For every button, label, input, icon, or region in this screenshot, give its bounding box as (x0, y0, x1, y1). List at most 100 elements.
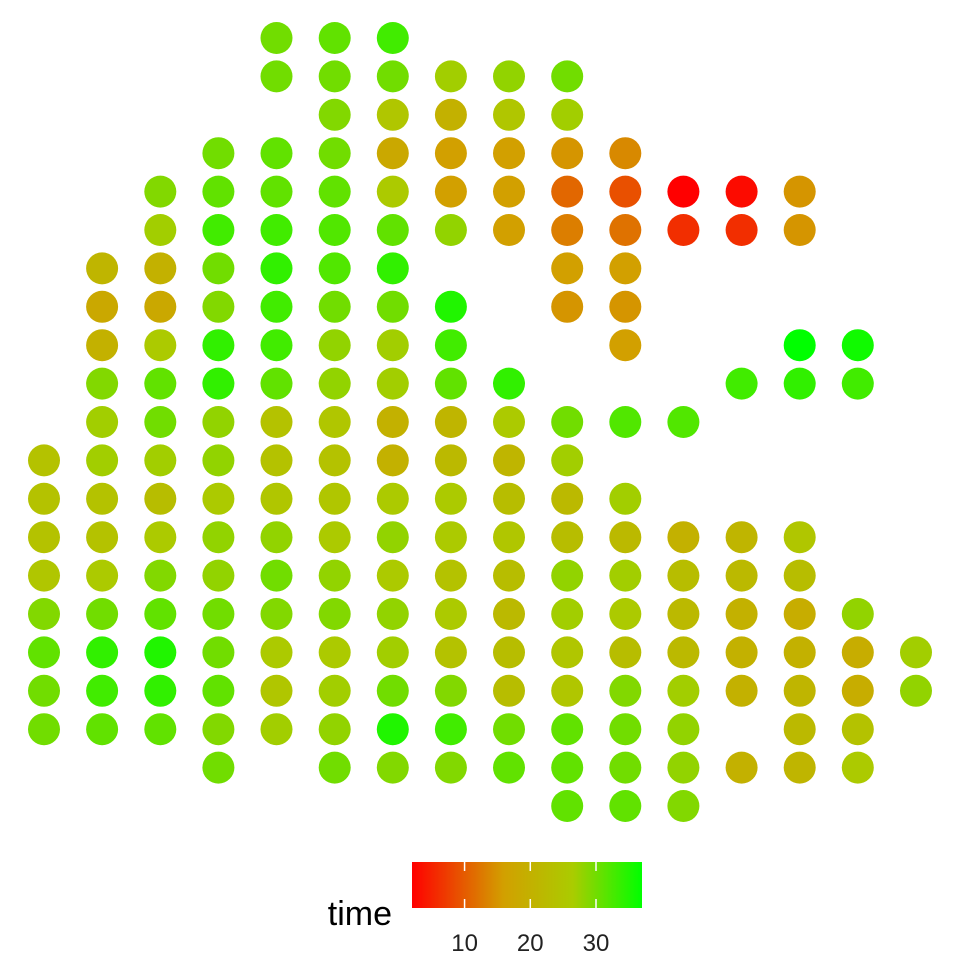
data-point (260, 636, 293, 669)
data-point (493, 98, 525, 131)
data-point (609, 751, 642, 784)
data-point (493, 367, 525, 400)
data-point (144, 290, 177, 323)
legend-tick-label: 10 (451, 930, 478, 957)
data-point (841, 329, 874, 362)
data-point (86, 713, 119, 746)
data-point (667, 598, 700, 630)
data-point (318, 175, 351, 208)
data-point (318, 751, 351, 784)
data-point (493, 636, 525, 669)
data-point (86, 444, 119, 477)
data-point (202, 175, 235, 208)
data-point (551, 559, 584, 592)
data-point (202, 751, 235, 784)
data-point (551, 444, 584, 477)
data-point (609, 406, 642, 438)
data-point (202, 713, 235, 746)
data-point (376, 175, 409, 208)
data-point (86, 252, 119, 285)
data-point (260, 137, 293, 170)
data-point (86, 482, 119, 515)
data-point (725, 751, 758, 784)
data-point (202, 444, 235, 477)
data-point (609, 521, 642, 554)
data-point (434, 713, 467, 746)
data-point (493, 559, 525, 592)
data-point (493, 60, 525, 93)
data-point (376, 598, 409, 630)
data-point (609, 175, 642, 208)
data-point (725, 598, 758, 630)
data-point (551, 290, 584, 323)
data-point (667, 636, 700, 669)
data-point (202, 367, 235, 400)
data-point (144, 482, 177, 515)
data-point (434, 329, 467, 362)
data-point (86, 674, 119, 707)
data-point (493, 482, 525, 515)
data-point (260, 559, 293, 592)
data-point (202, 674, 235, 707)
data-point (551, 751, 584, 784)
data-point (434, 751, 467, 784)
data-point (86, 636, 119, 669)
data-point (318, 444, 351, 477)
data-point (376, 482, 409, 515)
data-point (260, 674, 293, 707)
data-point (376, 674, 409, 707)
data-point (376, 98, 409, 131)
data-point (376, 22, 409, 54)
data-point (376, 214, 409, 246)
data-point (551, 598, 584, 630)
data-point (202, 482, 235, 515)
data-point (667, 713, 700, 746)
data-point (434, 598, 467, 630)
data-point (783, 598, 816, 630)
data-point (434, 444, 467, 477)
data-point (318, 406, 351, 438)
data-point (28, 521, 60, 554)
data-point (318, 290, 351, 323)
data-point (493, 444, 525, 477)
data-point (318, 713, 351, 746)
data-point (28, 713, 60, 746)
data-point (725, 175, 758, 208)
legend-tick-label: 20 (517, 930, 544, 957)
data-point (144, 598, 177, 630)
data-point (318, 674, 351, 707)
data-point (202, 598, 235, 630)
data-point (144, 329, 177, 362)
data-point (318, 252, 351, 285)
data-point (260, 60, 293, 93)
data-point (318, 98, 351, 131)
data-point (725, 521, 758, 554)
data-point (202, 636, 235, 669)
data-point (434, 636, 467, 669)
data-point (551, 252, 584, 285)
color-legend: time 10 20 30 (328, 862, 642, 957)
legend-colorbar (412, 862, 642, 908)
data-point (144, 521, 177, 554)
data-point (783, 713, 816, 746)
data-point (434, 406, 467, 438)
data-point (376, 444, 409, 477)
legend-ticks: 10 20 30 (451, 862, 609, 957)
data-point (260, 290, 293, 323)
data-point (609, 252, 642, 285)
data-point (667, 214, 700, 246)
data-point (318, 521, 351, 554)
data-point (609, 790, 642, 822)
data-point (551, 636, 584, 669)
data-point (260, 22, 293, 54)
data-point (144, 367, 177, 400)
data-point (493, 137, 525, 170)
legend-title: time (328, 895, 392, 933)
data-point (376, 290, 409, 323)
data-point (783, 329, 816, 362)
data-point (376, 137, 409, 170)
data-point (551, 521, 584, 554)
data-point (725, 674, 758, 707)
data-point (783, 751, 816, 784)
data-point (260, 252, 293, 285)
